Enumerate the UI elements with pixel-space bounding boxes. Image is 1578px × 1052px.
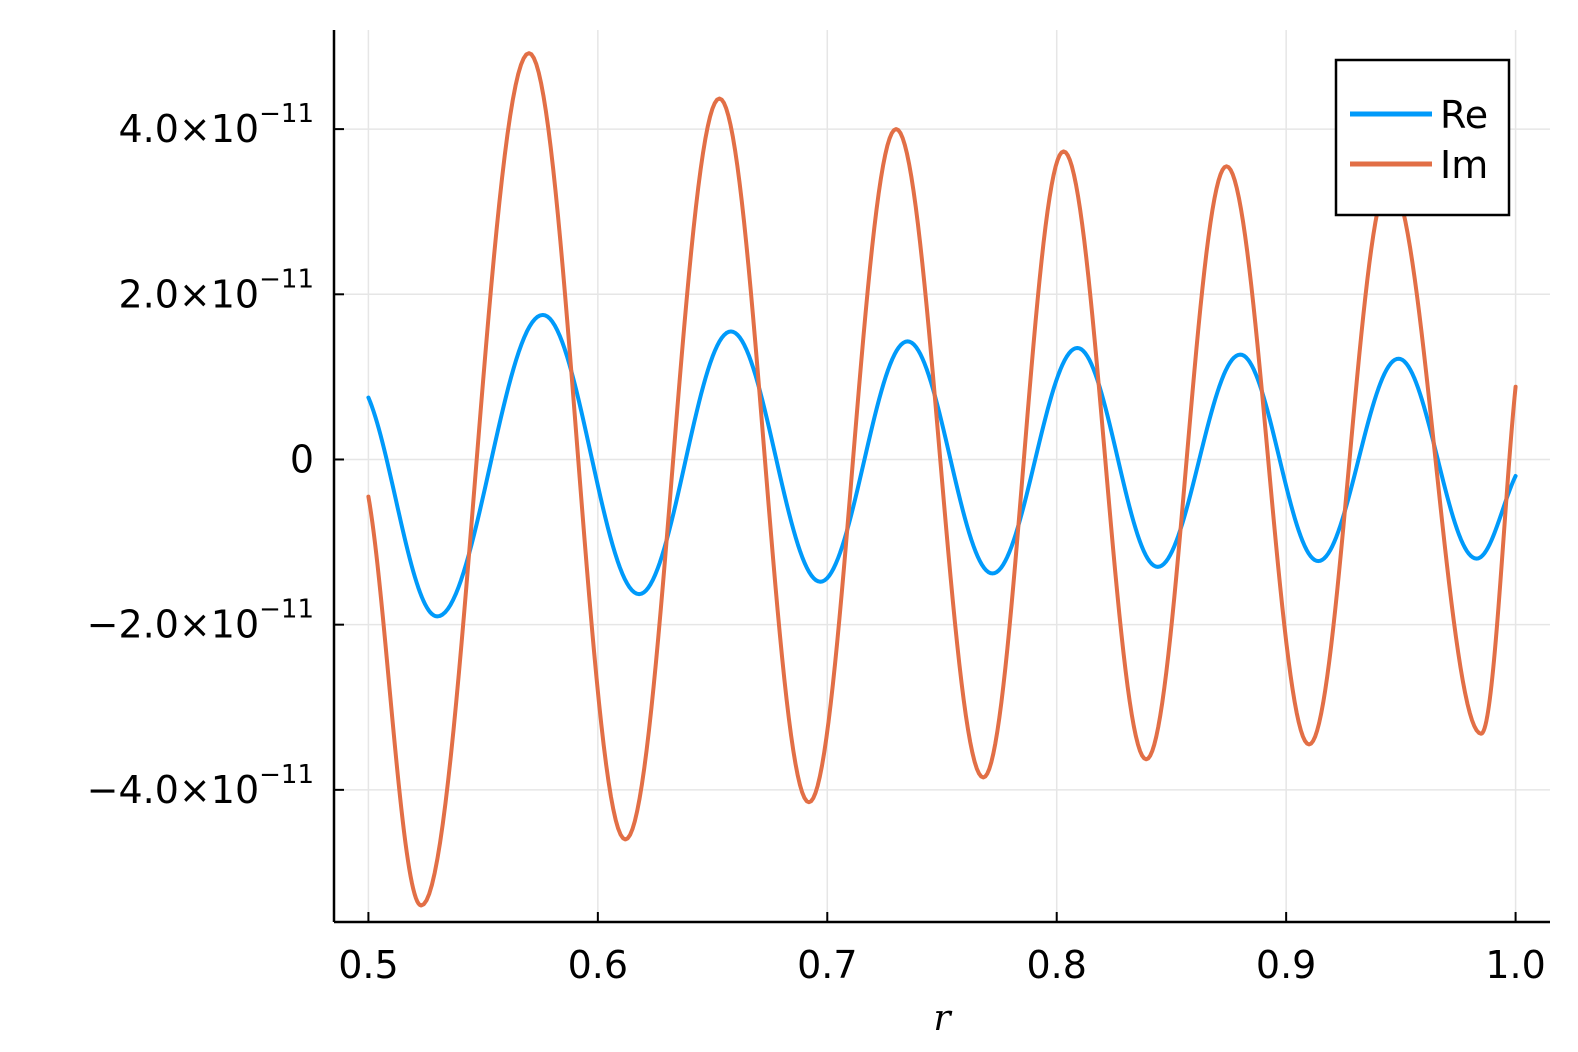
y-tick-label: −2.0×10−11 bbox=[87, 595, 314, 647]
legend-box bbox=[1334, 58, 1511, 217]
x-tick-label: 0.8 bbox=[1026, 943, 1086, 987]
legend-label-re: Re bbox=[1440, 93, 1488, 137]
y-tick-label: 2.0×10−11 bbox=[118, 264, 314, 316]
y-tick-exponent: −11 bbox=[259, 264, 314, 294]
y-tick-exponent: −11 bbox=[259, 760, 314, 790]
y-tick-mantissa: 4.0×10 bbox=[118, 107, 259, 151]
x-tick-label: 0.7 bbox=[797, 943, 857, 987]
tick-labels: 0.5 0.6 0.7 0.8 0.9 1.04.0×10−112.0×10−110−2.… bbox=[87, 99, 1546, 987]
y-tick-label: 0 bbox=[290, 437, 314, 481]
y-tick-mantissa: 2.0×10 bbox=[118, 272, 259, 316]
y-tick-mantissa: 0 bbox=[290, 437, 314, 481]
tick-marks bbox=[334, 128, 1517, 922]
legend-label-im: Im bbox=[1440, 143, 1488, 187]
x-tick-label: 1.0 bbox=[1485, 943, 1545, 987]
y-tick-label: −4.0×10−11 bbox=[87, 760, 314, 812]
axes bbox=[332, 30, 1550, 924]
y-tick-mantissa: −4.0×10 bbox=[87, 768, 259, 812]
x-tick-label: 0.9 bbox=[1256, 943, 1316, 987]
x-axis-label: r bbox=[933, 998, 952, 1039]
series-line-re bbox=[366, 312, 1518, 619]
y-tick-exponent: −11 bbox=[259, 595, 314, 625]
series-line-im bbox=[366, 51, 1518, 908]
y-tick-exponent: −11 bbox=[259, 99, 314, 129]
series-layer bbox=[366, 51, 1518, 908]
x-tick-label: 0.5 bbox=[338, 943, 398, 987]
x-tick-label: 0.6 bbox=[568, 943, 628, 987]
legend: Re Im bbox=[1334, 58, 1511, 217]
y-tick-mantissa: −2.0×10 bbox=[87, 603, 259, 647]
y-tick-label: 4.0×10−11 bbox=[118, 99, 314, 151]
